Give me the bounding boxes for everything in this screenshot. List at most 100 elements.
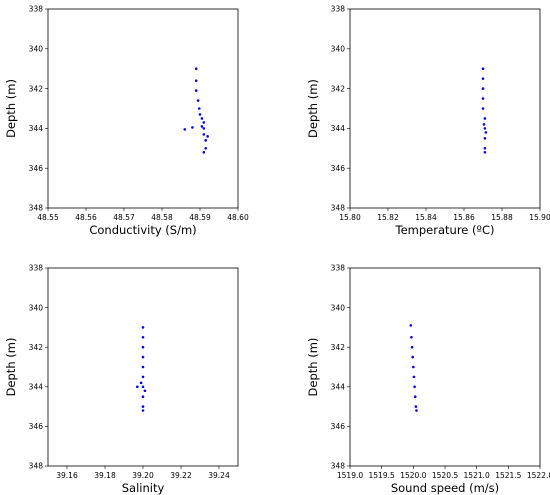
- data-point: [481, 107, 485, 110]
- data-point: [483, 117, 487, 120]
- data-point: [197, 107, 201, 110]
- x-tick-label: 15.84: [415, 213, 437, 222]
- y-tick-label: 348: [29, 462, 44, 471]
- data-point: [409, 324, 413, 327]
- y-tick-label: 346: [29, 422, 44, 431]
- y-tick-label: 348: [331, 462, 346, 471]
- x-tick-label: 48.57: [113, 213, 135, 222]
- data-point: [412, 375, 416, 379]
- y-tick-label: 342: [331, 84, 346, 93]
- y-tick-label: 344: [29, 124, 44, 133]
- x-tick-label: 1520.5: [432, 471, 458, 480]
- data-point: [204, 139, 207, 142]
- y-tick-label: 338: [331, 5, 346, 14]
- x-tick-label: 1519.5: [369, 471, 395, 480]
- y-tick-label: 346: [331, 164, 346, 173]
- data-point: [481, 87, 485, 90]
- x-axis-title: Sound speed (m/s): [391, 481, 499, 495]
- y-tick-label: 346: [331, 422, 346, 431]
- x-tick-label: 15.82: [377, 213, 399, 222]
- data-point: [136, 385, 139, 389]
- data-point: [141, 326, 145, 329]
- y-axis-title: Depth (m): [306, 338, 320, 397]
- data-point: [202, 133, 206, 136]
- x-tick-label: 1521.5: [495, 471, 521, 480]
- x-tick-label: 1520.0: [400, 471, 426, 480]
- data-point: [141, 345, 145, 349]
- data-point: [483, 137, 487, 140]
- data-point: [196, 99, 200, 102]
- data-point: [484, 131, 488, 134]
- data-point: [141, 385, 145, 389]
- data-point: [141, 395, 145, 399]
- data-point: [202, 121, 206, 124]
- x-axis-title: Conductivity (S/m): [89, 223, 196, 237]
- chart-panel-3: 338 340 342 344 346 348 39.16 39.18 39.20 39.22 39…: [4, 264, 239, 495]
- x-tick-label: 48.60: [227, 213, 249, 222]
- y-tick-label: 340: [29, 303, 44, 312]
- data-point: [481, 77, 485, 80]
- data-point: [483, 127, 487, 130]
- data-point: [194, 89, 198, 92]
- y-tick-label: 340: [331, 45, 346, 54]
- y-tick-label: 344: [331, 124, 346, 133]
- x-tick-label: 39.24: [208, 471, 230, 480]
- y-tick-label: 342: [29, 84, 44, 93]
- x-tick-label: 48.56: [75, 213, 97, 222]
- data-point: [183, 128, 187, 131]
- x-tick-label: 48.55: [37, 213, 59, 222]
- x-axis-title: Temperature (ºC): [395, 223, 495, 237]
- x-tick-label: 15.86: [453, 213, 475, 222]
- x-tick-label: 15.90: [529, 213, 550, 222]
- data-point: [481, 97, 485, 100]
- plot-frame: [349, 8, 541, 209]
- data-point: [412, 365, 415, 369]
- y-tick-label: 342: [331, 343, 346, 352]
- data-point: [141, 409, 145, 412]
- data-point: [481, 67, 485, 70]
- y-axis-title: Depth (m): [4, 79, 18, 138]
- data-point: [200, 125, 204, 128]
- x-tick-label: 15.80: [339, 213, 361, 222]
- data-point: [202, 150, 206, 154]
- data-point: [410, 345, 414, 349]
- y-axis-title: Depth (m): [4, 338, 18, 397]
- data-point: [139, 381, 143, 385]
- data-point: [200, 117, 204, 120]
- x-tick-label: 15.88: [491, 213, 513, 222]
- data-point: [206, 135, 209, 138]
- x-tick-label: 39.22: [170, 471, 192, 480]
- y-tick-label: 348: [29, 204, 44, 213]
- plot-frame: [47, 8, 239, 209]
- y-axis-title: Depth (m): [306, 79, 320, 138]
- data-point: [414, 405, 418, 408]
- data-point: [143, 389, 147, 393]
- data-point: [198, 113, 202, 116]
- data-point: [204, 147, 207, 150]
- y-tick-label: 338: [29, 5, 44, 14]
- x-tick-label: 1521.0: [464, 471, 490, 480]
- data-point: [141, 355, 145, 359]
- y-tick-label: 344: [29, 383, 44, 392]
- data-point: [194, 79, 198, 82]
- data-point: [413, 395, 417, 399]
- y-tick-label: 348: [331, 204, 346, 213]
- data-point: [141, 365, 145, 369]
- y-tick-label: 340: [331, 303, 346, 312]
- y-tick-label: 340: [29, 45, 44, 54]
- data-point: [410, 336, 413, 339]
- y-tick-label: 338: [331, 264, 346, 273]
- data-point: [191, 126, 194, 129]
- data-point: [413, 385, 416, 389]
- x-tick-label: 48.58: [151, 213, 173, 222]
- y-tick-label: 338: [29, 264, 44, 273]
- data-point: [482, 123, 486, 126]
- data-point: [141, 375, 145, 379]
- x-tick-label: 1522.0: [527, 471, 550, 480]
- data-point: [483, 150, 487, 154]
